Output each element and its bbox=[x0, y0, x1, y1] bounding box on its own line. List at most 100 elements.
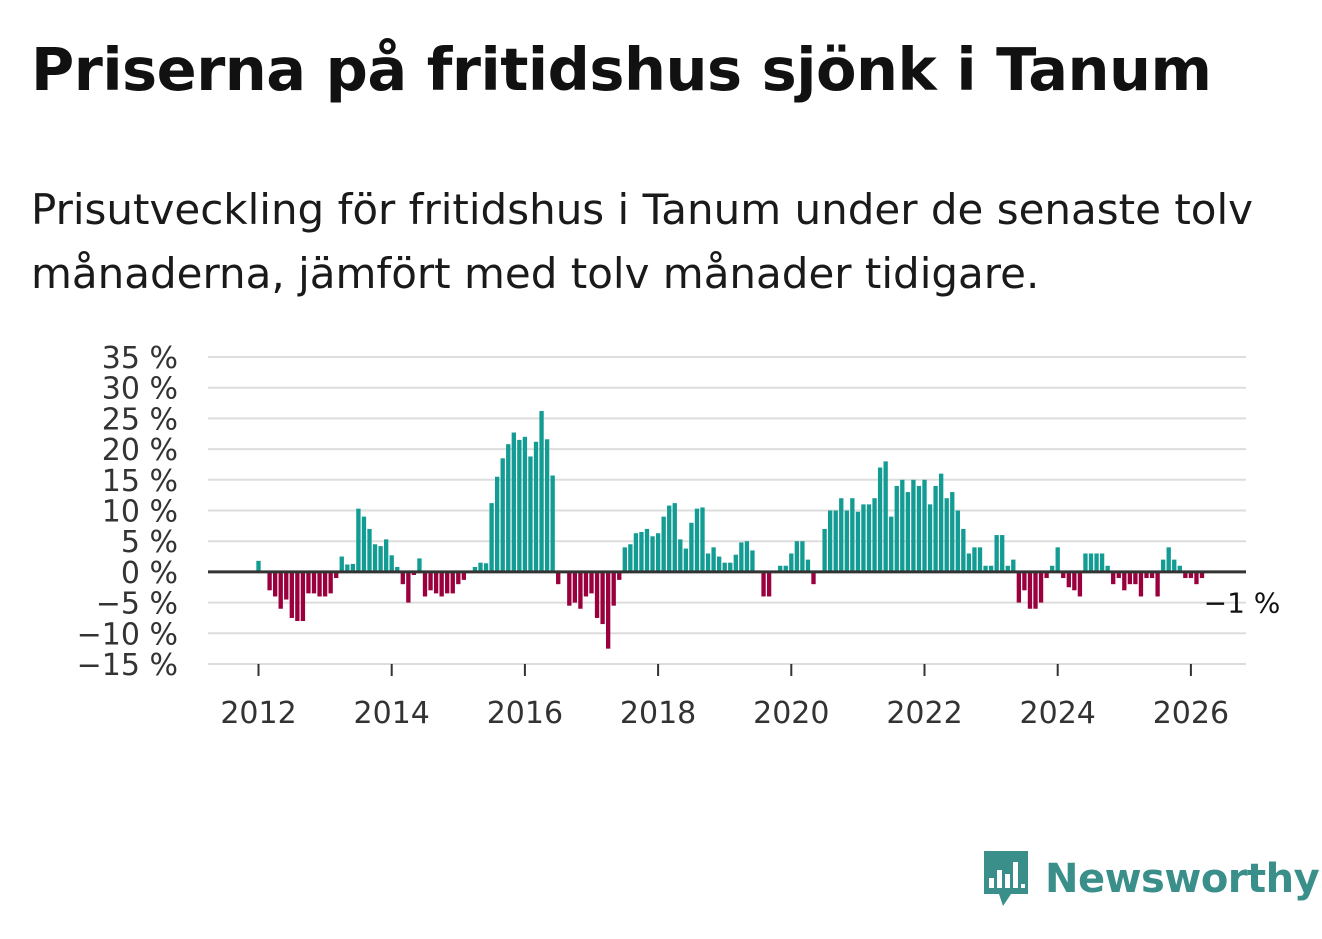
bar bbox=[533, 441, 539, 572]
bar bbox=[678, 539, 683, 572]
bar bbox=[1022, 571, 1027, 591]
x-tick-label: 2014 bbox=[354, 696, 430, 731]
bar bbox=[456, 571, 461, 585]
bar bbox=[395, 566, 400, 572]
bar bbox=[972, 547, 977, 572]
bar bbox=[661, 516, 666, 572]
bar bbox=[955, 510, 960, 572]
bar bbox=[739, 542, 744, 572]
bar bbox=[278, 571, 283, 609]
bar bbox=[500, 458, 505, 572]
bar bbox=[1138, 571, 1144, 597]
bar bbox=[966, 553, 972, 572]
bar bbox=[950, 492, 955, 572]
bar bbox=[1105, 565, 1110, 572]
y-tick-label: 0 % bbox=[121, 556, 178, 591]
x-tick-label: 2012 bbox=[220, 696, 296, 731]
bar bbox=[705, 553, 711, 572]
bar bbox=[528, 456, 533, 572]
bar bbox=[1000, 535, 1005, 572]
bar bbox=[1172, 559, 1177, 572]
bar bbox=[1094, 553, 1099, 572]
bar bbox=[1099, 553, 1105, 572]
bar bbox=[300, 571, 306, 622]
bar bbox=[544, 439, 550, 572]
bar bbox=[655, 533, 661, 572]
bar bbox=[650, 536, 655, 572]
bar bbox=[1133, 571, 1138, 585]
bar bbox=[539, 411, 544, 572]
bar bbox=[572, 571, 578, 603]
bar bbox=[800, 541, 805, 572]
bar bbox=[461, 571, 467, 580]
chart-title: Priserna på fritidshus sjönk i Tanum bbox=[31, 35, 1212, 104]
bar bbox=[700, 507, 705, 572]
bar bbox=[933, 485, 938, 572]
newsworthy-logo: Newsworthy bbox=[981, 848, 1320, 910]
bar bbox=[1055, 547, 1060, 572]
bar bbox=[1005, 565, 1010, 572]
bar bbox=[783, 565, 788, 572]
bar bbox=[889, 516, 894, 572]
bar bbox=[372, 544, 378, 572]
bar bbox=[472, 566, 478, 572]
bar bbox=[339, 556, 344, 572]
bar bbox=[827, 510, 833, 572]
y-tick-label: 35 % bbox=[102, 341, 178, 376]
y-tick-label: 15 % bbox=[102, 464, 178, 499]
bar bbox=[872, 498, 877, 572]
bar bbox=[922, 479, 927, 572]
bar bbox=[877, 467, 883, 572]
bar bbox=[306, 571, 311, 594]
bar bbox=[728, 562, 733, 572]
bar bbox=[733, 554, 738, 572]
bars bbox=[256, 411, 1205, 649]
bar bbox=[317, 571, 322, 597]
bar bbox=[622, 547, 627, 572]
bar bbox=[556, 571, 561, 585]
chart-subtitle: Prisutveckling för fritidshus i Tanum un… bbox=[31, 185, 1254, 298]
bar bbox=[833, 510, 838, 572]
bar bbox=[789, 553, 794, 572]
bar bbox=[722, 562, 727, 572]
bar bbox=[522, 436, 528, 572]
bar bbox=[383, 539, 389, 572]
bar bbox=[883, 461, 888, 572]
bar bbox=[711, 547, 716, 572]
bar bbox=[761, 571, 766, 597]
bar bbox=[1122, 571, 1127, 591]
bar bbox=[694, 508, 700, 572]
bar-chart-speech-bubble-icon bbox=[984, 851, 1028, 906]
bar bbox=[267, 571, 272, 591]
gridlines bbox=[208, 356, 1246, 665]
bar bbox=[400, 571, 405, 585]
bar bbox=[844, 510, 849, 572]
bar bbox=[445, 571, 450, 594]
bar bbox=[322, 571, 328, 597]
bar bbox=[1038, 571, 1044, 603]
bar bbox=[1127, 571, 1133, 585]
bar bbox=[483, 563, 489, 572]
bar bbox=[1111, 571, 1116, 585]
bar bbox=[411, 571, 417, 575]
bar bbox=[311, 571, 317, 594]
bar bbox=[1149, 571, 1155, 579]
x-tick-label: 2020 bbox=[753, 696, 829, 731]
bar bbox=[1116, 571, 1121, 579]
bar bbox=[1199, 571, 1205, 579]
bar bbox=[600, 571, 605, 625]
bar bbox=[1083, 553, 1088, 572]
bar bbox=[961, 528, 966, 572]
bar bbox=[1155, 571, 1160, 597]
bar bbox=[1072, 571, 1077, 591]
bar bbox=[1144, 571, 1149, 579]
bar bbox=[389, 555, 394, 572]
bar bbox=[1033, 571, 1038, 609]
bar bbox=[1177, 565, 1182, 572]
bar bbox=[272, 571, 278, 597]
bar bbox=[356, 508, 361, 572]
bar bbox=[628, 544, 633, 572]
bar bbox=[1011, 559, 1016, 572]
bar bbox=[450, 571, 455, 594]
bar bbox=[578, 571, 583, 609]
